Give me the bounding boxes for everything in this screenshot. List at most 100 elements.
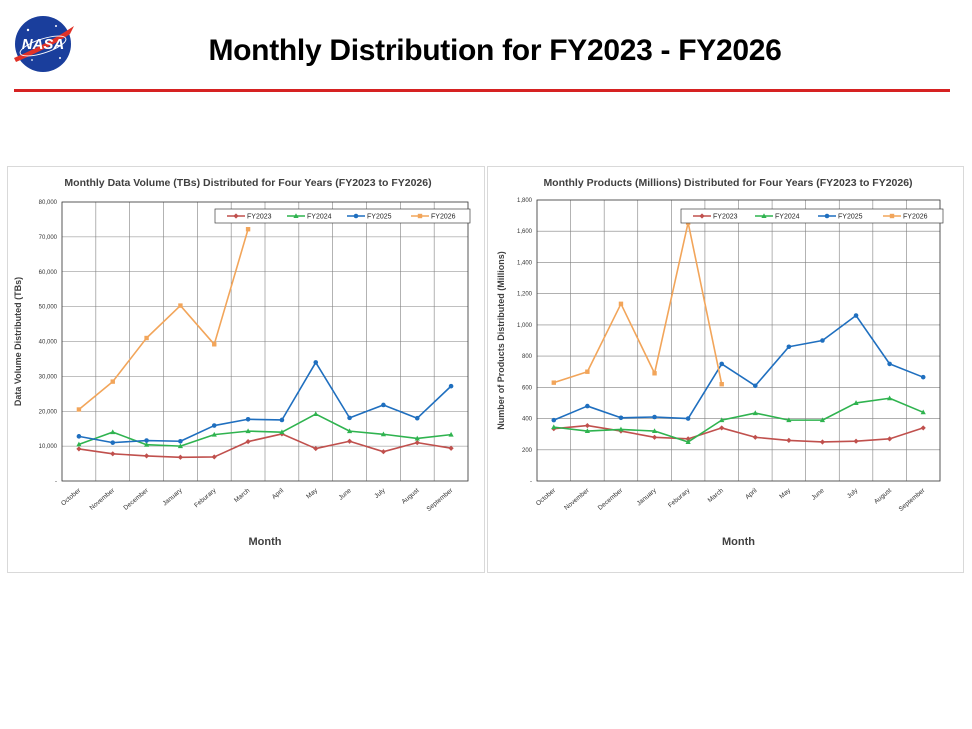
data-point <box>177 443 184 449</box>
data-point <box>212 342 217 347</box>
data-point <box>177 454 184 460</box>
data-point <box>381 402 386 408</box>
legend-label: FY2024 <box>775 214 800 221</box>
x-tick-label: June <box>338 487 354 502</box>
x-tick-label: April <box>271 487 286 501</box>
y-axis-label: Number of Products Distributed (Millions… <box>496 251 506 430</box>
chart-panel-data-volume: Monthly Data Volume (TBs) Distributed fo… <box>7 166 485 573</box>
x-tick-label: May <box>778 487 792 501</box>
title-divider <box>14 89 950 92</box>
x-tick-label: August <box>873 487 893 505</box>
nasa-logo: NASA <box>14 16 74 72</box>
y-tick-label: 40,000 <box>39 340 58 346</box>
x-tick-label: October <box>60 487 83 508</box>
data-point <box>144 438 149 443</box>
y-tick-label: 1,800 <box>517 198 533 204</box>
data-point <box>819 417 826 423</box>
data-point <box>551 380 556 385</box>
legend: FY2023 FY2024 FY2025 FY2026 <box>214 208 471 224</box>
data-point <box>279 429 285 435</box>
data-point <box>76 407 82 412</box>
y-tick-label: 70,000 <box>39 235 58 241</box>
plot-frame <box>536 199 941 482</box>
y-tick-label: 30,000 <box>39 374 58 380</box>
data-point <box>853 438 859 444</box>
x-tick-label: April <box>744 487 759 501</box>
data-point <box>448 445 454 451</box>
data-point <box>585 369 590 374</box>
y-tick-label: 1,200 <box>517 292 533 298</box>
logo-text: NASA <box>22 36 65 53</box>
series-line <box>553 221 723 385</box>
x-tick-label: Feburary <box>667 487 692 510</box>
data-point <box>414 435 420 441</box>
data-point <box>448 431 454 437</box>
legend: FY2023 FY2024 FY2025 FY2026 <box>680 208 944 224</box>
legend-marker <box>761 213 767 218</box>
series-fy2023 <box>76 431 454 460</box>
data-point <box>920 409 926 415</box>
data-point <box>76 446 82 452</box>
chart-panel-products: Monthly Products (Millions) Distributed … <box>487 166 964 573</box>
y-axis-label: Data Volume Distributed (TBs) <box>13 277 23 406</box>
legend-label: FY2023 <box>713 214 738 221</box>
x-tick-label: January <box>636 487 659 508</box>
data-point <box>920 374 926 380</box>
y-tick-label: - <box>55 479 57 485</box>
data-point <box>786 437 792 444</box>
series-line <box>553 397 924 443</box>
y-tick-label: 60,000 <box>39 270 58 276</box>
y-tick-label: 10,000 <box>39 444 58 450</box>
series-fy2025 <box>551 313 926 423</box>
series-line <box>78 361 452 444</box>
x-tick-label: December <box>597 487 625 512</box>
x-tick-label: January <box>161 487 184 508</box>
grid <box>61 201 469 482</box>
x-tick-label: July <box>846 487 860 500</box>
x-tick-label: November <box>89 487 117 512</box>
data-point <box>110 429 116 435</box>
data-point <box>245 416 251 422</box>
y-tick-label: 800 <box>522 354 533 360</box>
data-point <box>752 383 758 389</box>
legend-marker <box>699 213 705 219</box>
data-point <box>819 439 826 445</box>
x-tick-label: Feburary <box>193 487 218 510</box>
data-point <box>719 417 725 423</box>
data-point <box>110 440 116 445</box>
legend-marker <box>233 213 239 219</box>
data-point <box>651 434 658 440</box>
chart-title: Monthly Data Volume (TBs) Distributed fo… <box>64 177 431 189</box>
series-fy2026 <box>76 227 251 412</box>
data-point <box>752 434 758 440</box>
x-tick-label: November <box>563 487 591 512</box>
plot-frame <box>61 201 469 482</box>
x-tick-label: October <box>535 487 558 508</box>
data-point <box>685 439 691 444</box>
data-point <box>551 417 557 423</box>
x-tick-label: June <box>810 487 826 502</box>
series-line <box>553 314 924 421</box>
data-point <box>585 403 590 409</box>
data-point <box>76 441 82 447</box>
data-point <box>652 414 657 420</box>
series-fy2025 <box>76 360 454 445</box>
x-tick-label: September <box>898 487 927 513</box>
data-point <box>313 445 319 452</box>
y-tick-label: 80,000 <box>39 200 58 206</box>
data-volume-chart: Monthly Data Volume (TBs) Distributed fo… <box>13 177 471 548</box>
data-point <box>144 335 149 341</box>
y-tick-label: - <box>530 479 532 485</box>
data-point <box>346 438 353 444</box>
y-tick-label: 20,000 <box>39 409 58 415</box>
x-tick-label: July <box>373 487 387 500</box>
data-point <box>887 395 893 401</box>
legend-box <box>214 208 471 224</box>
series-fy2024 <box>551 395 926 444</box>
legend-label: FY2026 <box>903 214 928 221</box>
series-line <box>78 433 452 459</box>
data-point <box>211 431 217 437</box>
data-point <box>719 425 725 431</box>
data-point <box>211 423 217 428</box>
data-point <box>920 425 926 431</box>
